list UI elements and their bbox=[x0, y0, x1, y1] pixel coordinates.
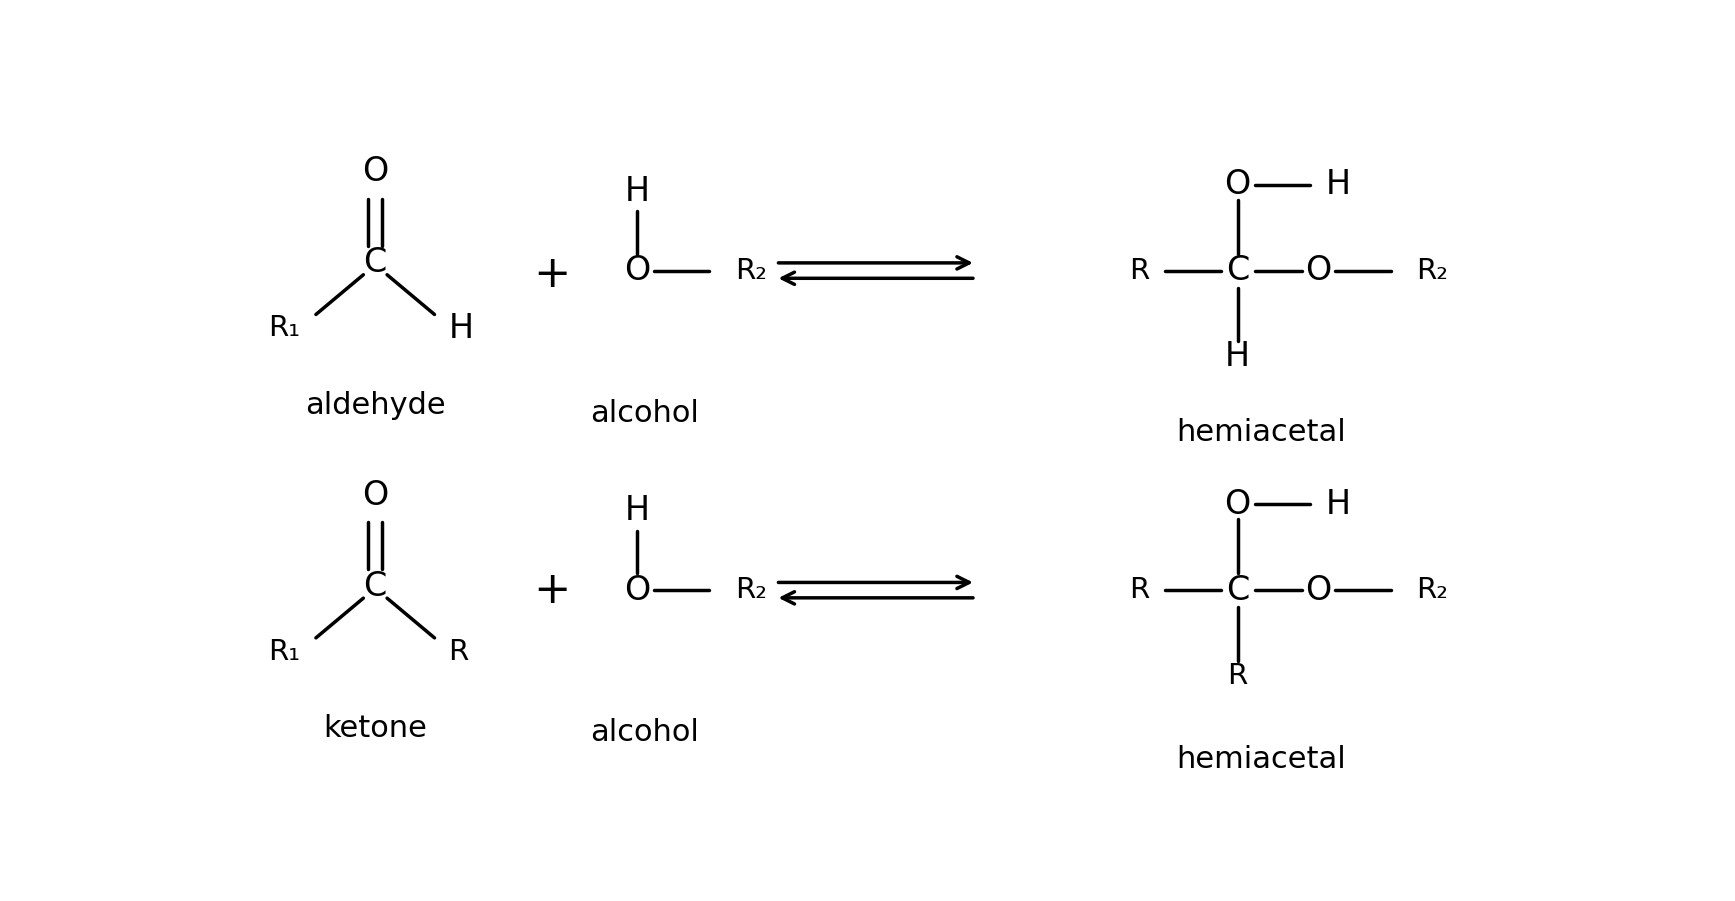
Text: hemiacetal: hemiacetal bbox=[1176, 418, 1346, 447]
Text: alcohol: alcohol bbox=[590, 718, 699, 747]
Text: O: O bbox=[363, 478, 389, 512]
Text: O: O bbox=[1305, 574, 1331, 606]
Text: alcohol: alcohol bbox=[590, 398, 699, 428]
Text: H: H bbox=[1225, 340, 1251, 373]
Text: R: R bbox=[1129, 257, 1149, 285]
Text: +: + bbox=[534, 569, 571, 612]
Text: O: O bbox=[625, 574, 651, 606]
Text: C: C bbox=[1227, 254, 1249, 287]
Text: H: H bbox=[1326, 168, 1352, 201]
Text: R: R bbox=[1227, 662, 1247, 690]
Text: H: H bbox=[448, 312, 474, 345]
Text: R₁: R₁ bbox=[267, 638, 300, 666]
Text: H: H bbox=[1326, 487, 1352, 521]
Text: H: H bbox=[625, 175, 649, 207]
Text: +: + bbox=[534, 253, 571, 296]
Text: aldehyde: aldehyde bbox=[305, 391, 446, 420]
Text: C: C bbox=[364, 569, 387, 603]
Text: O: O bbox=[1305, 254, 1331, 287]
Text: O: O bbox=[625, 254, 651, 287]
Text: ketone: ketone bbox=[323, 714, 427, 743]
Text: R₂: R₂ bbox=[1416, 257, 1449, 285]
Text: H: H bbox=[625, 494, 649, 527]
Text: R₂: R₂ bbox=[1416, 576, 1449, 605]
Text: R: R bbox=[448, 638, 468, 666]
Text: hemiacetal: hemiacetal bbox=[1176, 745, 1346, 774]
Text: R: R bbox=[1129, 576, 1149, 605]
Text: C: C bbox=[1227, 574, 1249, 606]
Text: C: C bbox=[364, 246, 387, 279]
Text: O: O bbox=[1225, 168, 1251, 201]
Text: R₂: R₂ bbox=[736, 257, 767, 285]
Text: O: O bbox=[363, 155, 389, 188]
Text: R₂: R₂ bbox=[736, 576, 767, 605]
Text: O: O bbox=[1225, 487, 1251, 521]
Text: R₁: R₁ bbox=[267, 314, 300, 342]
